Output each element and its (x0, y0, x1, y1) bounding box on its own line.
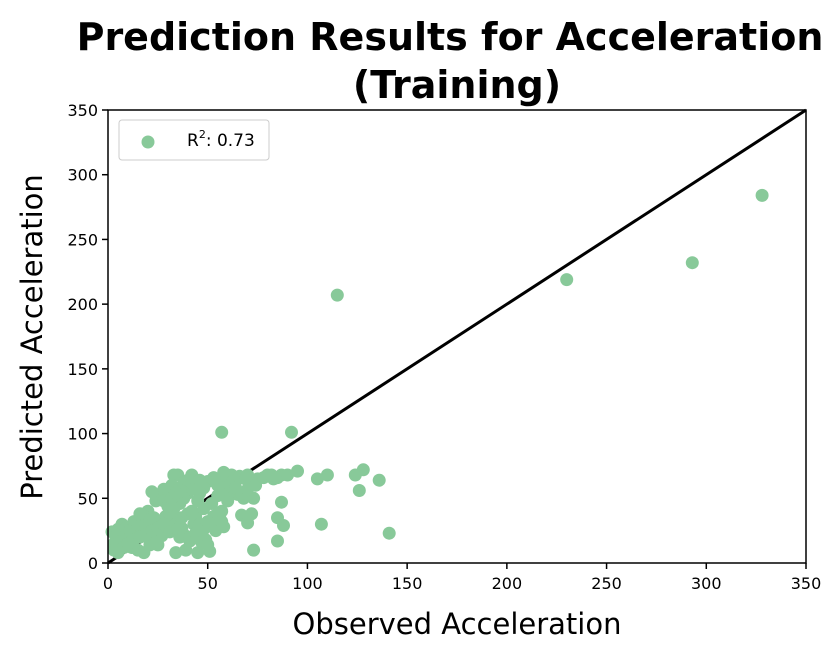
data-point-19 (291, 464, 304, 478)
y-tick-label-300: 300 (67, 166, 98, 185)
x-tick-label-300: 300 (691, 574, 722, 593)
y-tick-label-150: 150 (67, 360, 98, 379)
y-tick-label-0: 0 (88, 554, 98, 573)
x-tick-label-350: 350 (791, 574, 822, 593)
data-point-18 (310, 472, 324, 486)
data-point-34 (217, 465, 231, 479)
x-tick-label-150: 150 (392, 574, 423, 593)
data-point-53 (145, 485, 159, 499)
x-tick-label-0: 0 (103, 574, 113, 593)
data-point-11 (275, 495, 288, 509)
data-point-135 (201, 538, 215, 552)
data-point-95 (221, 494, 235, 508)
chart-title-line-1: Prediction Results for Acceleration (77, 15, 824, 59)
data-point-159 (193, 473, 207, 487)
plot-area-frame (107, 109, 807, 564)
y-tick-label-50: 50 (78, 489, 98, 508)
data-point-4 (215, 425, 229, 439)
x-tick-label-250: 250 (591, 574, 622, 593)
legend-marker (141, 135, 155, 149)
data-point-6 (382, 526, 396, 540)
x-axis-label: Observed Acceleration (293, 607, 622, 641)
data-point-30 (245, 507, 259, 521)
data-point-13 (372, 473, 386, 487)
data-point-7 (314, 517, 328, 531)
x-tick-label-100: 100 (292, 574, 323, 593)
data-point-80 (169, 546, 183, 560)
data-point-0 (330, 288, 344, 302)
y-axis-label: Predicted Acceleration (15, 174, 49, 500)
data-point-17 (320, 468, 334, 482)
data-point-145 (249, 478, 263, 492)
data-point-74 (147, 511, 161, 525)
y-tick-label-350: 350 (67, 101, 98, 120)
legend: R2: 0.73 (118, 119, 270, 161)
data-point-86 (191, 546, 205, 560)
data-point-5 (285, 425, 298, 439)
data-point-3 (755, 188, 769, 202)
data-point-12 (271, 511, 284, 525)
data-point-1 (560, 273, 574, 287)
x-tick-label-200: 200 (492, 574, 523, 593)
data-point-118 (215, 515, 229, 529)
legend-label: R2: 0.73 (187, 128, 255, 151)
y-tick-label-250: 250 (67, 230, 98, 249)
chart-title-line-2: (Training) (353, 63, 561, 107)
legend-label-value: : 0.73 (206, 131, 255, 151)
data-point-15 (348, 468, 362, 482)
data-point-16 (352, 484, 366, 497)
legend-label-superscript: 2 (199, 128, 206, 141)
data-point-99 (239, 472, 253, 486)
data-point-9 (271, 534, 284, 548)
legend-box (118, 119, 270, 161)
data-point-149 (281, 468, 294, 482)
data-point-2 (685, 256, 699, 270)
y-tick-label-100: 100 (67, 425, 98, 444)
y-tick-label-200: 200 (67, 295, 98, 314)
data-point-148 (271, 471, 284, 485)
x-tick-label-50: 50 (198, 574, 218, 593)
data-point-8 (247, 543, 261, 557)
data-point-47 (167, 468, 181, 482)
legend-label-r: R (187, 131, 199, 151)
